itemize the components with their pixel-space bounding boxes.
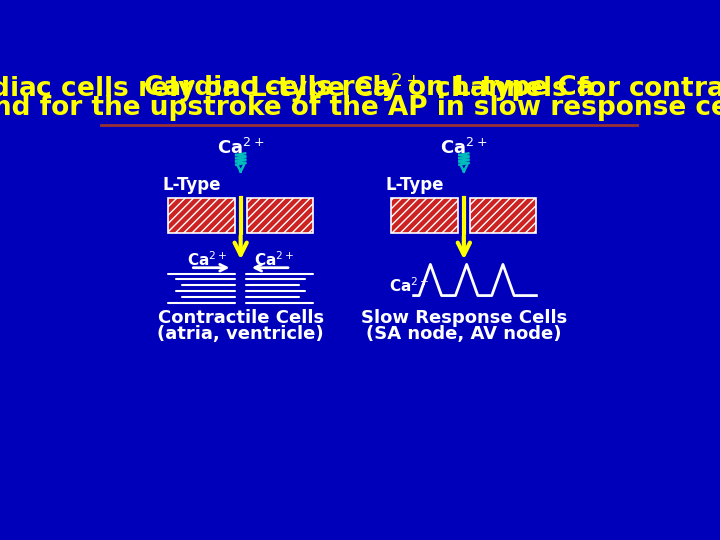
Text: Ca$^{2+}$: Ca$^{2+}$	[187, 250, 228, 269]
Text: and for the upstroke of the AP in slow response cells: and for the upstroke of the AP in slow r…	[0, 96, 720, 122]
Text: Ca$^{2+}$: Ca$^{2+}$	[440, 138, 487, 158]
Text: Cardiac cells rely on L-type Ca$^{2+}$ channels for contraction: Cardiac cells rely on L-type Ca$^{2+}$ c…	[0, 70, 720, 105]
Text: Contractile Cells: Contractile Cells	[158, 309, 324, 327]
Text: (atria, ventricle): (atria, ventricle)	[158, 325, 324, 343]
Text: Ca$^{2+}$: Ca$^{2+}$	[254, 250, 294, 269]
Text: L-Type: L-Type	[386, 177, 444, 194]
Text: (SA node, AV node): (SA node, AV node)	[366, 325, 562, 343]
Text: Slow Response Cells: Slow Response Cells	[361, 309, 567, 327]
Text: Ca$^{2+}$: Ca$^{2+}$	[217, 138, 264, 158]
Text: Ca$^{2+}$: Ca$^{2+}$	[389, 276, 429, 294]
Text: Cardiac cells rely on L-type Ca: Cardiac cells rely on L-type Ca	[144, 75, 594, 100]
Bar	[470, 198, 536, 233]
Bar	[168, 198, 235, 233]
Text: L-Type: L-Type	[163, 177, 221, 194]
Bar	[247, 198, 313, 233]
Bar	[392, 198, 458, 233]
